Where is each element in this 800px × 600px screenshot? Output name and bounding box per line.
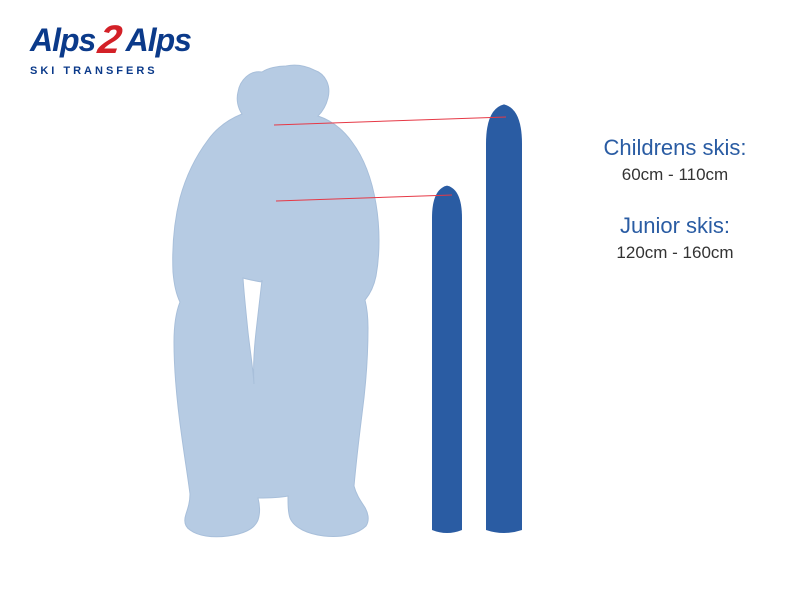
childrens-label-block: Childrens skis: 60cm - 110cm [565,135,785,185]
childrens-range: 60cm - 110cm [565,165,785,185]
diagram-canvas [0,0,800,600]
junior-range: 120cm - 160cm [565,243,785,263]
junior-label-block: Junior skis: 120cm - 160cm [565,213,785,263]
size-labels: Childrens skis: 60cm - 110cm Junior skis… [565,135,785,291]
junior-title: Junior skis: [565,213,785,239]
ski-tall [486,104,522,533]
ski-short [432,186,462,533]
child-silhouette [173,65,379,537]
childrens-title: Childrens skis: [565,135,785,161]
